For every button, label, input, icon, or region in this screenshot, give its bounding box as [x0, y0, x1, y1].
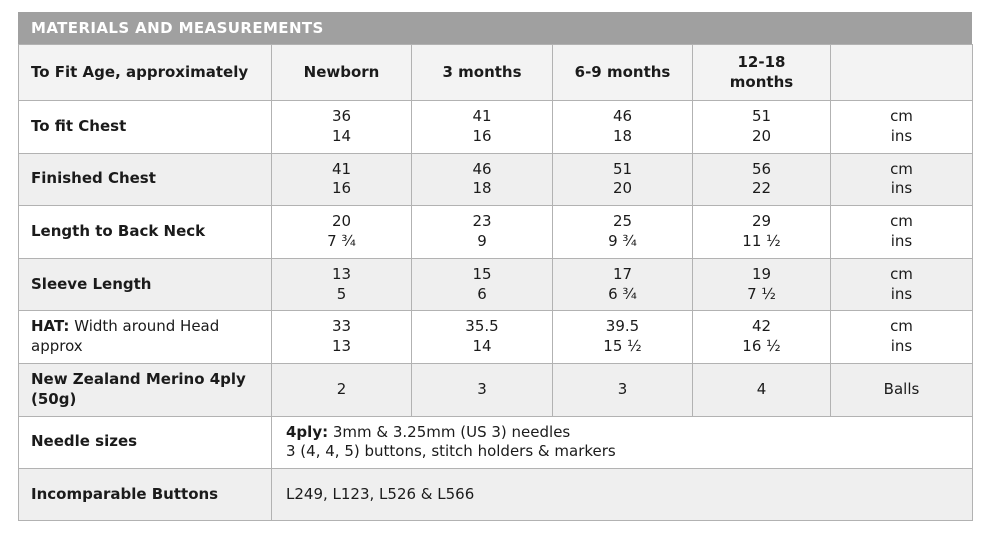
value-cell: 36 14: [271, 100, 412, 154]
row-label: To fit Chest: [18, 100, 272, 154]
materials-table: MATERIALS AND MEASUREMENTS To Fit Age, a…: [18, 12, 973, 522]
table-row: Sleeve Length 13 5 15 6 17 6 ¾ 19 7 ½ cm ins: [18, 257, 973, 312]
table-row: Length to Back Neck 20 7 ¾ 23 9 25 9 ¾ 29 11…: [18, 205, 973, 259]
row-label: Needle sizes: [18, 415, 272, 470]
needle-sizes-value: 4ply: 3mm & 3.25mm (US 3) needles 3 (4, …: [271, 415, 973, 470]
row-label: HAT: Width around Head approx: [18, 310, 272, 364]
row-label: Length to Back Neck: [18, 205, 272, 259]
buttons-value: L249, L123, L526 & L566: [271, 468, 973, 522]
needle-sizes-row: Needle sizes 4ply: 3mm & 3.25mm (US 3) n…: [18, 415, 973, 470]
value-cell: 29 11 ½: [692, 205, 831, 259]
unit-cell: cm ins: [830, 310, 973, 364]
value-cell: 35.5 14: [411, 310, 553, 364]
value-cell: 17 6 ¾: [552, 257, 693, 312]
value-cell: 41 16: [271, 152, 412, 207]
value-cell: 3: [552, 362, 693, 417]
table-title-bar: MATERIALS AND MEASUREMENTS: [18, 12, 972, 44]
header-col-newborn: Newborn: [271, 44, 412, 101]
table-row: Finished Chest 41 16 46 18 51 20 56 22 cm ins: [18, 152, 973, 207]
header-label-bold: To Fit Age,: [31, 62, 121, 81]
header-col-3-months: 3 months: [411, 44, 553, 101]
value-cell: 46 18: [411, 152, 553, 207]
value-cell: 2: [271, 362, 412, 417]
value-cell: 19 7 ½: [692, 257, 831, 312]
header-label-rest: approximately: [120, 62, 249, 81]
table-row: New Zealand Merino 4ply (50g) 2 3 3 4 Ba…: [18, 362, 973, 417]
value-cell: 13 5: [271, 257, 412, 312]
unit-cell: Balls: [830, 362, 973, 417]
header-label-cell: To Fit Age, approximately: [18, 44, 272, 101]
table-row: HAT: Width around Head approx 33 13 35.5 1…: [18, 310, 973, 364]
unit-cell: cm ins: [830, 205, 973, 259]
row-label: Incomparable Buttons: [18, 468, 272, 522]
header-row: To Fit Age, approximately Newborn 3 mont…: [18, 44, 973, 101]
value-cell: 15 6: [411, 257, 553, 312]
row-label: New Zealand Merino 4ply (50g): [18, 362, 272, 417]
value-cell: 56 22: [692, 152, 831, 207]
header-col-12-18-months: 12-18 months: [692, 44, 831, 101]
buttons-row: Incomparable Buttons L249, L123, L526 & …: [18, 468, 973, 522]
measurements-table: To Fit Age, approximately Newborn 3 mont…: [18, 44, 973, 522]
value-cell: 51 20: [692, 100, 831, 154]
header-col-units: [830, 44, 973, 101]
row-label: Sleeve Length: [18, 257, 272, 312]
value-cell: 3: [411, 362, 553, 417]
value-cell: 46 18: [552, 100, 693, 154]
unit-cell: cm ins: [830, 152, 973, 207]
value-cell: 20 7 ¾: [271, 205, 412, 259]
value-cell: 4: [692, 362, 831, 417]
value-cell: 51 20: [552, 152, 693, 207]
value-cell: 41 16: [411, 100, 553, 154]
unit-cell: cm ins: [830, 100, 973, 154]
unit-cell: cm ins: [830, 257, 973, 312]
value-cell: 23 9: [411, 205, 553, 259]
row-label: Finished Chest: [18, 152, 272, 207]
value-cell: 33 13: [271, 310, 412, 364]
value-cell: 42 16 ½: [692, 310, 831, 364]
value-cell: 25 9 ¾: [552, 205, 693, 259]
header-col-6-9-months: 6-9 months: [552, 44, 693, 101]
value-cell: 39.5 15 ½: [552, 310, 693, 364]
table-row: To fit Chest 36 14 41 16 46 18 51 20 cm ins: [18, 100, 973, 154]
